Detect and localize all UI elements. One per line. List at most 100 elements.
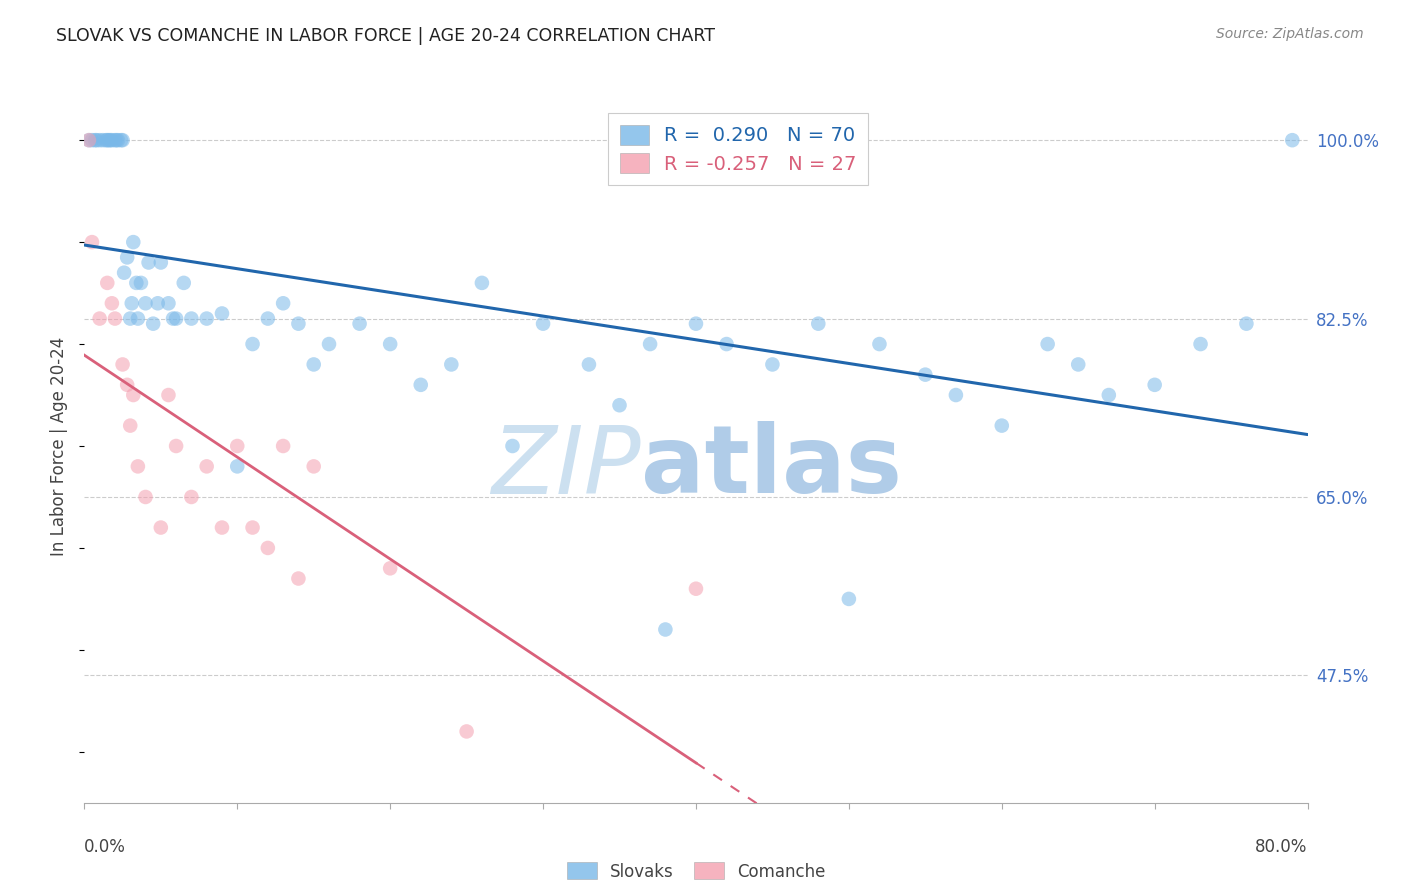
- Point: [257, 541, 280, 555]
- Text: 80.0%: 80.0%: [1256, 838, 1308, 856]
- Point: [112, 266, 135, 280]
- Point: [142, 317, 165, 331]
- Point: [226, 439, 249, 453]
- Point: [96, 133, 118, 147]
- Point: [271, 439, 294, 453]
- Point: [1098, 388, 1121, 402]
- Point: [380, 561, 402, 575]
- Point: [104, 311, 127, 326]
- Point: [89, 311, 111, 326]
- Point: [211, 520, 233, 534]
- Point: [456, 724, 478, 739]
- Point: [127, 459, 149, 474]
- Point: [914, 368, 936, 382]
- Point: [318, 337, 340, 351]
- Point: [761, 358, 783, 372]
- Point: [135, 296, 157, 310]
- Point: [1281, 133, 1303, 147]
- Point: [138, 255, 160, 269]
- Point: [120, 311, 142, 326]
- Point: [107, 133, 129, 147]
- Point: [104, 133, 127, 147]
- Point: [349, 317, 371, 331]
- Point: [1189, 337, 1212, 351]
- Text: atlas: atlas: [641, 421, 901, 514]
- Point: [165, 311, 187, 326]
- Point: [157, 388, 180, 402]
- Point: [121, 296, 143, 310]
- Point: [111, 358, 134, 372]
- Point: [173, 276, 195, 290]
- Point: [1067, 358, 1090, 372]
- Text: 0.0%: 0.0%: [84, 838, 127, 856]
- Point: [77, 133, 100, 147]
- Point: [129, 276, 152, 290]
- Point: [638, 337, 661, 351]
- Point: [302, 358, 325, 372]
- Point: [807, 317, 830, 331]
- Point: [125, 276, 148, 290]
- Point: [135, 490, 157, 504]
- Point: [991, 418, 1014, 433]
- Text: SLOVAK VS COMANCHE IN LABOR FORCE | AGE 20-24 CORRELATION CHART: SLOVAK VS COMANCHE IN LABOR FORCE | AGE …: [56, 27, 716, 45]
- Point: [110, 133, 132, 147]
- Point: [685, 317, 707, 331]
- Point: [1143, 377, 1166, 392]
- Point: [211, 306, 233, 320]
- Point: [226, 459, 249, 474]
- Point: [115, 377, 138, 392]
- Point: [716, 337, 738, 351]
- Point: [869, 337, 891, 351]
- Point: [105, 133, 128, 147]
- Point: [89, 133, 111, 147]
- Point: [1036, 337, 1059, 351]
- Point: [440, 358, 463, 372]
- Point: [409, 377, 432, 392]
- Point: [96, 276, 118, 290]
- Point: [945, 388, 967, 402]
- Point: [97, 133, 120, 147]
- Point: [380, 337, 402, 351]
- Point: [122, 388, 145, 402]
- Point: [654, 623, 676, 637]
- Point: [122, 235, 145, 249]
- Point: [86, 133, 108, 147]
- Point: [609, 398, 631, 412]
- Point: [101, 296, 124, 310]
- Point: [149, 520, 172, 534]
- Point: [195, 311, 218, 326]
- Point: [242, 520, 264, 534]
- Point: [84, 133, 107, 147]
- Y-axis label: In Labor Force | Age 20-24: In Labor Force | Age 20-24: [51, 336, 69, 556]
- Point: [157, 296, 180, 310]
- Point: [149, 255, 172, 269]
- Point: [471, 276, 494, 290]
- Point: [120, 418, 142, 433]
- Point: [111, 133, 134, 147]
- Point: [115, 251, 138, 265]
- Point: [94, 133, 117, 147]
- Point: [162, 311, 184, 326]
- Point: [271, 296, 294, 310]
- Point: [98, 133, 121, 147]
- Point: [80, 235, 103, 249]
- Text: ZIP: ZIP: [491, 422, 641, 513]
- Point: [165, 439, 187, 453]
- Text: Source: ZipAtlas.com: Source: ZipAtlas.com: [1216, 27, 1364, 41]
- Point: [146, 296, 169, 310]
- Point: [531, 317, 554, 331]
- Point: [287, 317, 309, 331]
- Point: [180, 311, 202, 326]
- Point: [91, 133, 114, 147]
- Point: [502, 439, 524, 453]
- Point: [180, 490, 202, 504]
- Point: [127, 311, 149, 326]
- Point: [685, 582, 707, 596]
- Point: [101, 133, 124, 147]
- Point: [195, 459, 218, 474]
- Point: [287, 572, 309, 586]
- Point: [242, 337, 264, 351]
- Legend: Slovaks, Comanche: Slovaks, Comanche: [560, 855, 832, 888]
- Point: [302, 459, 325, 474]
- Point: [257, 311, 280, 326]
